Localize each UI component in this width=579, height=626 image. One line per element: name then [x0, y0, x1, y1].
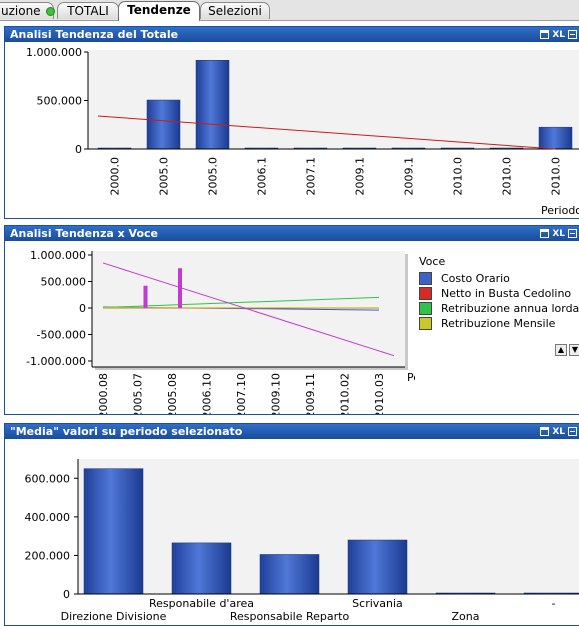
chart-media: 600.000 400.000 200.000 0 Direzione Division…: [25, 459, 579, 623]
legend-title: Voce: [419, 255, 446, 268]
caption-icons: XL: [540, 425, 577, 438]
x-tick-label: 2007.1: [305, 157, 318, 196]
y-tick-label: 1.000.000: [30, 249, 86, 262]
x-tick-label: 2010.02: [339, 373, 352, 414]
x-tick-label: 2010.03: [373, 373, 386, 414]
x-tick-label: 2006.10: [201, 373, 214, 414]
tab-bar: uzione TOTALI Tendenze Selezioni: [0, 0, 579, 21]
tab-label: Selezioni: [208, 4, 262, 18]
print-icon[interactable]: [540, 229, 550, 238]
x-tick-label: 2007.10: [235, 373, 248, 414]
bar: [171, 542, 232, 595]
bar: [146, 99, 181, 150]
x-tick-label: 2009.11: [304, 373, 317, 414]
caption-icons: XL: [540, 227, 577, 240]
x-tick-label: 2005.07: [132, 373, 145, 414]
bar: [83, 468, 144, 595]
y-tick-label: 500.000: [41, 276, 87, 289]
minimize-icon[interactable]: [568, 30, 577, 39]
tab-selezioni[interactable]: Selezioni: [200, 2, 270, 19]
panel-title: Analisi Tendenza x Voce: [10, 227, 158, 240]
y-tick-label: 0: [79, 302, 86, 315]
x-axis-label: Periodo: [407, 371, 415, 384]
minimize-icon[interactable]: [568, 427, 577, 436]
series-line-annua: [102, 296, 380, 308]
spike-bar: [178, 268, 182, 308]
status-dot-icon: [45, 7, 55, 16]
trend-line: [97, 115, 556, 150]
panel-caption[interactable]: "Media" valori su periodo selezionato XL: [5, 424, 579, 439]
y-tick-label: 500.000: [37, 95, 83, 108]
xl-icon[interactable]: XL: [552, 228, 565, 239]
legend-swatch[interactable]: [419, 287, 432, 300]
bar: [347, 539, 408, 595]
x-tick-label: Responsabile Reparto: [230, 610, 350, 623]
y-tick-label: -500.000: [37, 329, 86, 342]
xl-icon[interactable]: XL: [552, 29, 565, 40]
minimize-icon[interactable]: [568, 229, 577, 238]
legend-item-label[interactable]: Retribuzione Mensile: [441, 317, 556, 330]
print-icon[interactable]: [540, 427, 550, 436]
x-tick-label: -: [552, 597, 556, 610]
x-tick-label: 2006.1: [256, 157, 269, 196]
panel-caption[interactable]: Analisi Tendenza x Voce XL: [5, 226, 579, 241]
legend-swatch[interactable]: [419, 317, 432, 330]
panel-media: "Media" valori su periodo selezionato XL…: [4, 423, 579, 626]
x-tick-label: Zona: [452, 610, 480, 623]
x-axis-label: Periodo: [541, 204, 579, 217]
bar: [195, 59, 230, 150]
panel-title: Analisi Tendenza del Totale: [10, 28, 179, 41]
x-tick-label: 2010.0: [550, 157, 563, 196]
y-tick-label: 200.000: [25, 549, 71, 562]
panel-analisi-totale: Analisi Tendenza del Totale XL 1.000.000…: [4, 26, 579, 219]
y-tick-label: 600.000: [25, 472, 71, 485]
legend-item-label[interactable]: Netto in Busta Cedolino: [441, 287, 572, 300]
panel-analisi-voce: Analisi Tendenza x Voce XL 1.000.000 500.…: [4, 225, 579, 415]
x-tick-label: 2009.10: [270, 373, 283, 414]
bar: [538, 126, 573, 150]
x-tick-label: 2005.0: [158, 157, 171, 196]
panel-title: "Media" valori su periodo selezionato: [10, 425, 243, 438]
chart-totale: 1.000.000 500.000 0 2000.0 2005.0 2005.0 2006.…: [26, 46, 579, 217]
caption-icons: XL: [540, 28, 577, 41]
x-tick-label: 2000.08: [97, 373, 110, 414]
tab-tendenze[interactable]: Tendenze: [118, 1, 200, 21]
y-tick-label: 1.000.000: [26, 46, 82, 59]
tab-label: uzione: [1, 4, 41, 18]
legend-swatch[interactable]: [419, 302, 432, 315]
x-tick-label: 2009.1: [403, 157, 416, 196]
tab-uzione[interactable]: uzione: [0, 2, 55, 19]
tab-label: TOTALI: [67, 4, 109, 18]
plot-area: [78, 459, 579, 594]
y-tick-label: 400.000: [25, 511, 71, 524]
print-icon[interactable]: [540, 30, 550, 39]
spike-bar: [143, 285, 148, 308]
chart-voce: 1.000.000 500.000 0 -500.000 -1.000.000 2000.…: [26, 249, 415, 414]
x-tick-label: Direzione Divisione: [61, 610, 167, 623]
x-tick-label: Scrivania: [352, 597, 403, 610]
legend-swatch[interactable]: [419, 272, 432, 285]
x-tick-label: 2010.0: [452, 157, 465, 196]
trend-line: [102, 262, 395, 357]
legend-item-label[interactable]: Retribuzione annua lorda: [441, 302, 579, 315]
x-tick-label: Responabile d'area: [149, 597, 254, 610]
scroll-up-icon[interactable]: ▲: [555, 344, 567, 356]
panel-caption[interactable]: Analisi Tendenza del Totale XL: [5, 27, 579, 42]
x-tick-label: 2000.0: [109, 157, 122, 196]
y-tick-label: 0: [63, 588, 70, 601]
x-tick-label: 2005.08: [166, 373, 179, 414]
tab-totali[interactable]: TOTALI: [57, 2, 119, 19]
scroll-down-icon[interactable]: ▼: [569, 344, 579, 356]
bar: [259, 554, 320, 595]
tab-label: Tendenze: [127, 3, 191, 17]
xl-icon[interactable]: XL: [552, 426, 565, 437]
legend-item-label[interactable]: Costo Orario: [441, 272, 510, 285]
x-tick-label: 2005.0: [207, 157, 220, 196]
y-tick-label: 0: [75, 143, 82, 156]
x-tick-label: 2010.0: [501, 157, 514, 196]
x-tick-label: 2009.1: [354, 157, 367, 196]
y-tick-label: -1.000.000: [26, 355, 86, 368]
